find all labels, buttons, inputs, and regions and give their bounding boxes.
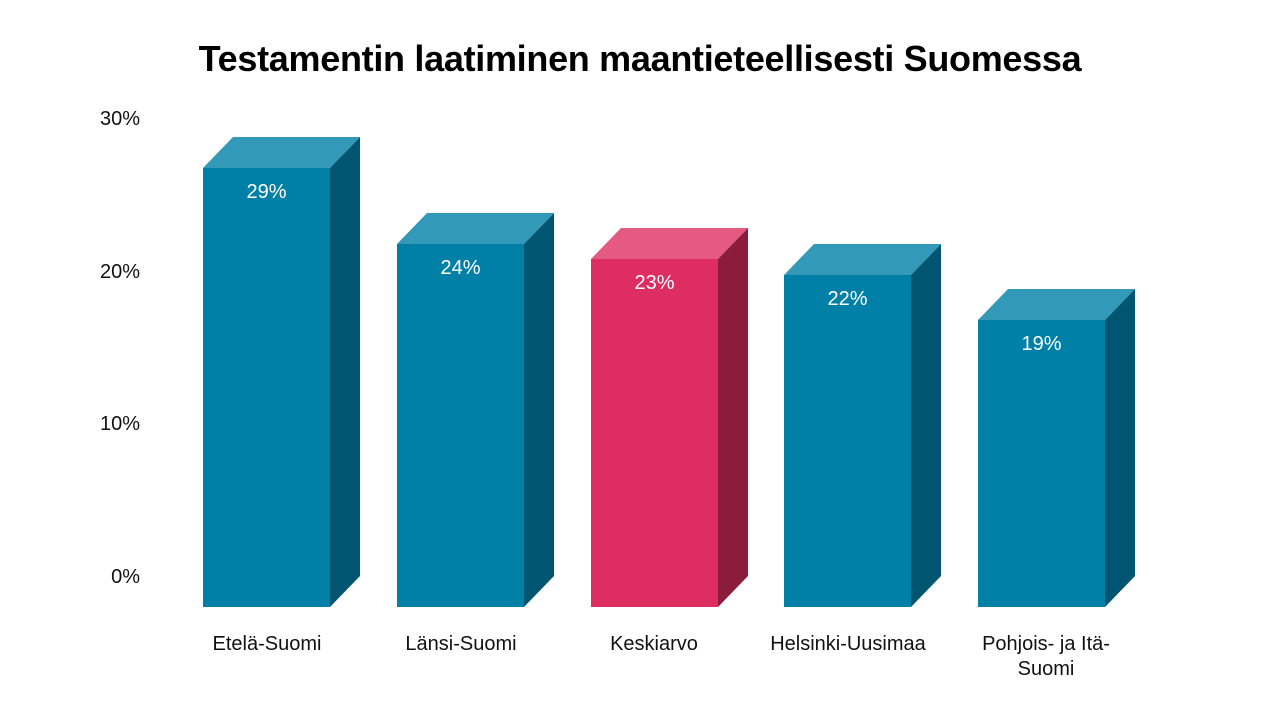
bar-value-label: 29% — [246, 181, 287, 203]
bar-value-label: 22% — [827, 288, 868, 310]
y-tick-20: 20% — [99, 261, 140, 283]
x-label-helsinki-uusimaa: Helsinki-Uusimaa — [770, 633, 926, 655]
y-tick-0: 0% — [111, 566, 140, 588]
bar-value-label: 24% — [440, 257, 481, 279]
x-label-pohjois-ja-ita-suomi: Pohjois- ja Itä-Suomi — [982, 633, 1110, 680]
bar-value-label: 19% — [1021, 333, 1062, 355]
bar-value-label: 23% — [634, 272, 675, 294]
y-tick-10: 10% — [99, 413, 140, 435]
x-label-lansi-suomi: Länsi-Suomi — [405, 633, 517, 655]
y-tick-30: 30% — [99, 108, 140, 130]
x-label-keskiarvo: Keskiarvo — [610, 633, 698, 655]
chart-title: Testamentin laatiminen maantieteellisest… — [198, 38, 1082, 79]
x-label-etela-suomi: Etelä-Suomi — [212, 633, 322, 655]
